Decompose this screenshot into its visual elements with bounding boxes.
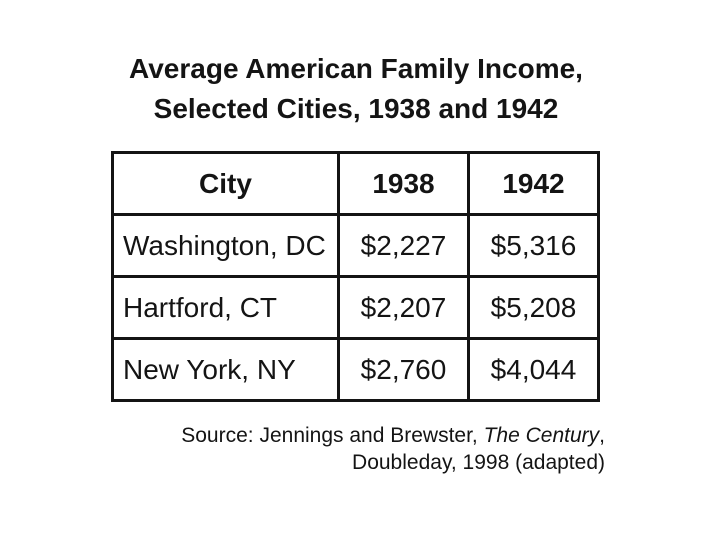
cell-city: New York, NY: [111, 337, 340, 402]
table-row: Hartford, CT $2,207 $5,208: [111, 275, 600, 340]
column-header-city: City: [111, 151, 340, 216]
cell-city: Hartford, CT: [111, 275, 340, 340]
cell-1942-value: $4,044: [467, 337, 600, 402]
source-note: Source: Jennings and Brewster, The Centu…: [181, 422, 605, 476]
cell-1942-value: $5,316: [467, 213, 600, 278]
income-table: City 1938 1942 Washington, DC $2,227 $5,…: [111, 151, 600, 402]
table-row: New York, NY $2,760 $4,044: [111, 337, 600, 402]
source-line-2: Doubleday, 1998 (adapted): [352, 451, 605, 474]
table-header-row: City 1938 1942: [111, 151, 600, 216]
source-text: Source: Jennings and Brewster,: [181, 424, 484, 447]
cell-1942-value: $5,208: [467, 275, 600, 340]
column-header-1942: 1942: [467, 151, 600, 216]
table-row: Washington, DC $2,227 $5,316: [111, 213, 600, 278]
column-header-1938: 1938: [337, 151, 470, 216]
title-line-1: Average American Family Income,: [129, 53, 583, 84]
source-line-1: Source: Jennings and Brewster, The Centu…: [181, 422, 605, 449]
source-book-title: The Century: [483, 424, 600, 447]
source-text-comma: ,: [599, 424, 605, 447]
cell-city: Washington, DC: [111, 213, 340, 278]
cell-1938-value: $2,760: [337, 337, 470, 402]
table-title: Average American Family Income, Selected…: [111, 49, 601, 129]
title-line-2: Selected Cities, 1938 and 1942: [153, 93, 559, 124]
cell-1938-value: $2,207: [337, 275, 470, 340]
cell-1938-value: $2,227: [337, 213, 470, 278]
